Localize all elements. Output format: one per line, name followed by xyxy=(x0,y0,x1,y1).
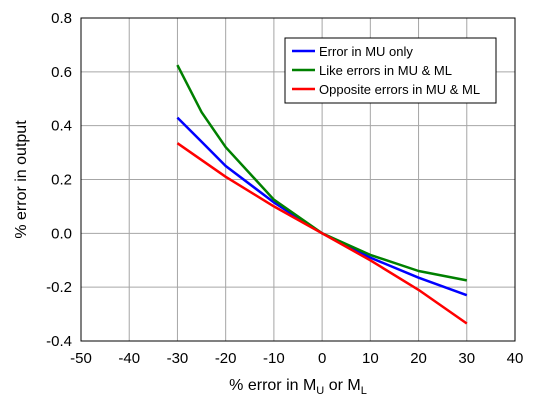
x-tick-label: 10 xyxy=(362,350,379,367)
x-tick-label: -20 xyxy=(215,350,237,367)
x-tick-label: 0 xyxy=(318,350,326,367)
x-axis-title: % error in MU or ML xyxy=(229,377,367,397)
y-tick-label: -0.2 xyxy=(46,279,72,296)
y-tick-labels: -0.4 -0.2 0.0 0.2 0.4 0.6 0.8 xyxy=(46,10,72,350)
legend-box xyxy=(284,37,497,104)
series-line-3 xyxy=(176,142,468,325)
y-tick-label: 0.2 xyxy=(51,172,72,189)
y-tick-label: -0.4 xyxy=(46,333,72,350)
x-tick-label: -50 xyxy=(70,350,92,367)
y-axis-title: % error in output xyxy=(13,120,30,239)
x-tick-label: -30 xyxy=(167,350,189,367)
legend-label-2: Like errors in MU & ML xyxy=(319,63,452,78)
plot-frame xyxy=(80,17,516,342)
x-axis-title-sub-l: L xyxy=(361,385,367,397)
y-tick-label: 0.0 xyxy=(51,225,72,242)
x-tick-label: 40 xyxy=(507,350,524,367)
legend: Error in MU only Like errors in MU & ML Op… xyxy=(284,37,497,104)
x-tick-label: 30 xyxy=(458,350,475,367)
x-tick-label: -40 xyxy=(118,350,140,367)
x-tick-labels: -50 -40 -30 -20 -10 0 10 20 30 40 xyxy=(70,350,523,367)
legend-label-1: Error in MU only xyxy=(319,44,413,59)
x-axis-title-mid: or M xyxy=(324,377,360,394)
x-axis-title-sub-u: U xyxy=(316,385,324,397)
y-tick-label: 0.6 xyxy=(51,64,72,81)
y-tick-label: 0.4 xyxy=(51,118,72,135)
y-tick-label: 0.8 xyxy=(51,10,72,27)
legend-label-3: Opposite errors in MU & ML xyxy=(319,82,480,97)
series-lines xyxy=(176,64,468,325)
x-tick-label: 20 xyxy=(410,350,427,367)
x-tick-label: -10 xyxy=(263,350,285,367)
x-axis-title-prefix: % error in M xyxy=(229,377,316,394)
series-line-2 xyxy=(176,64,468,282)
